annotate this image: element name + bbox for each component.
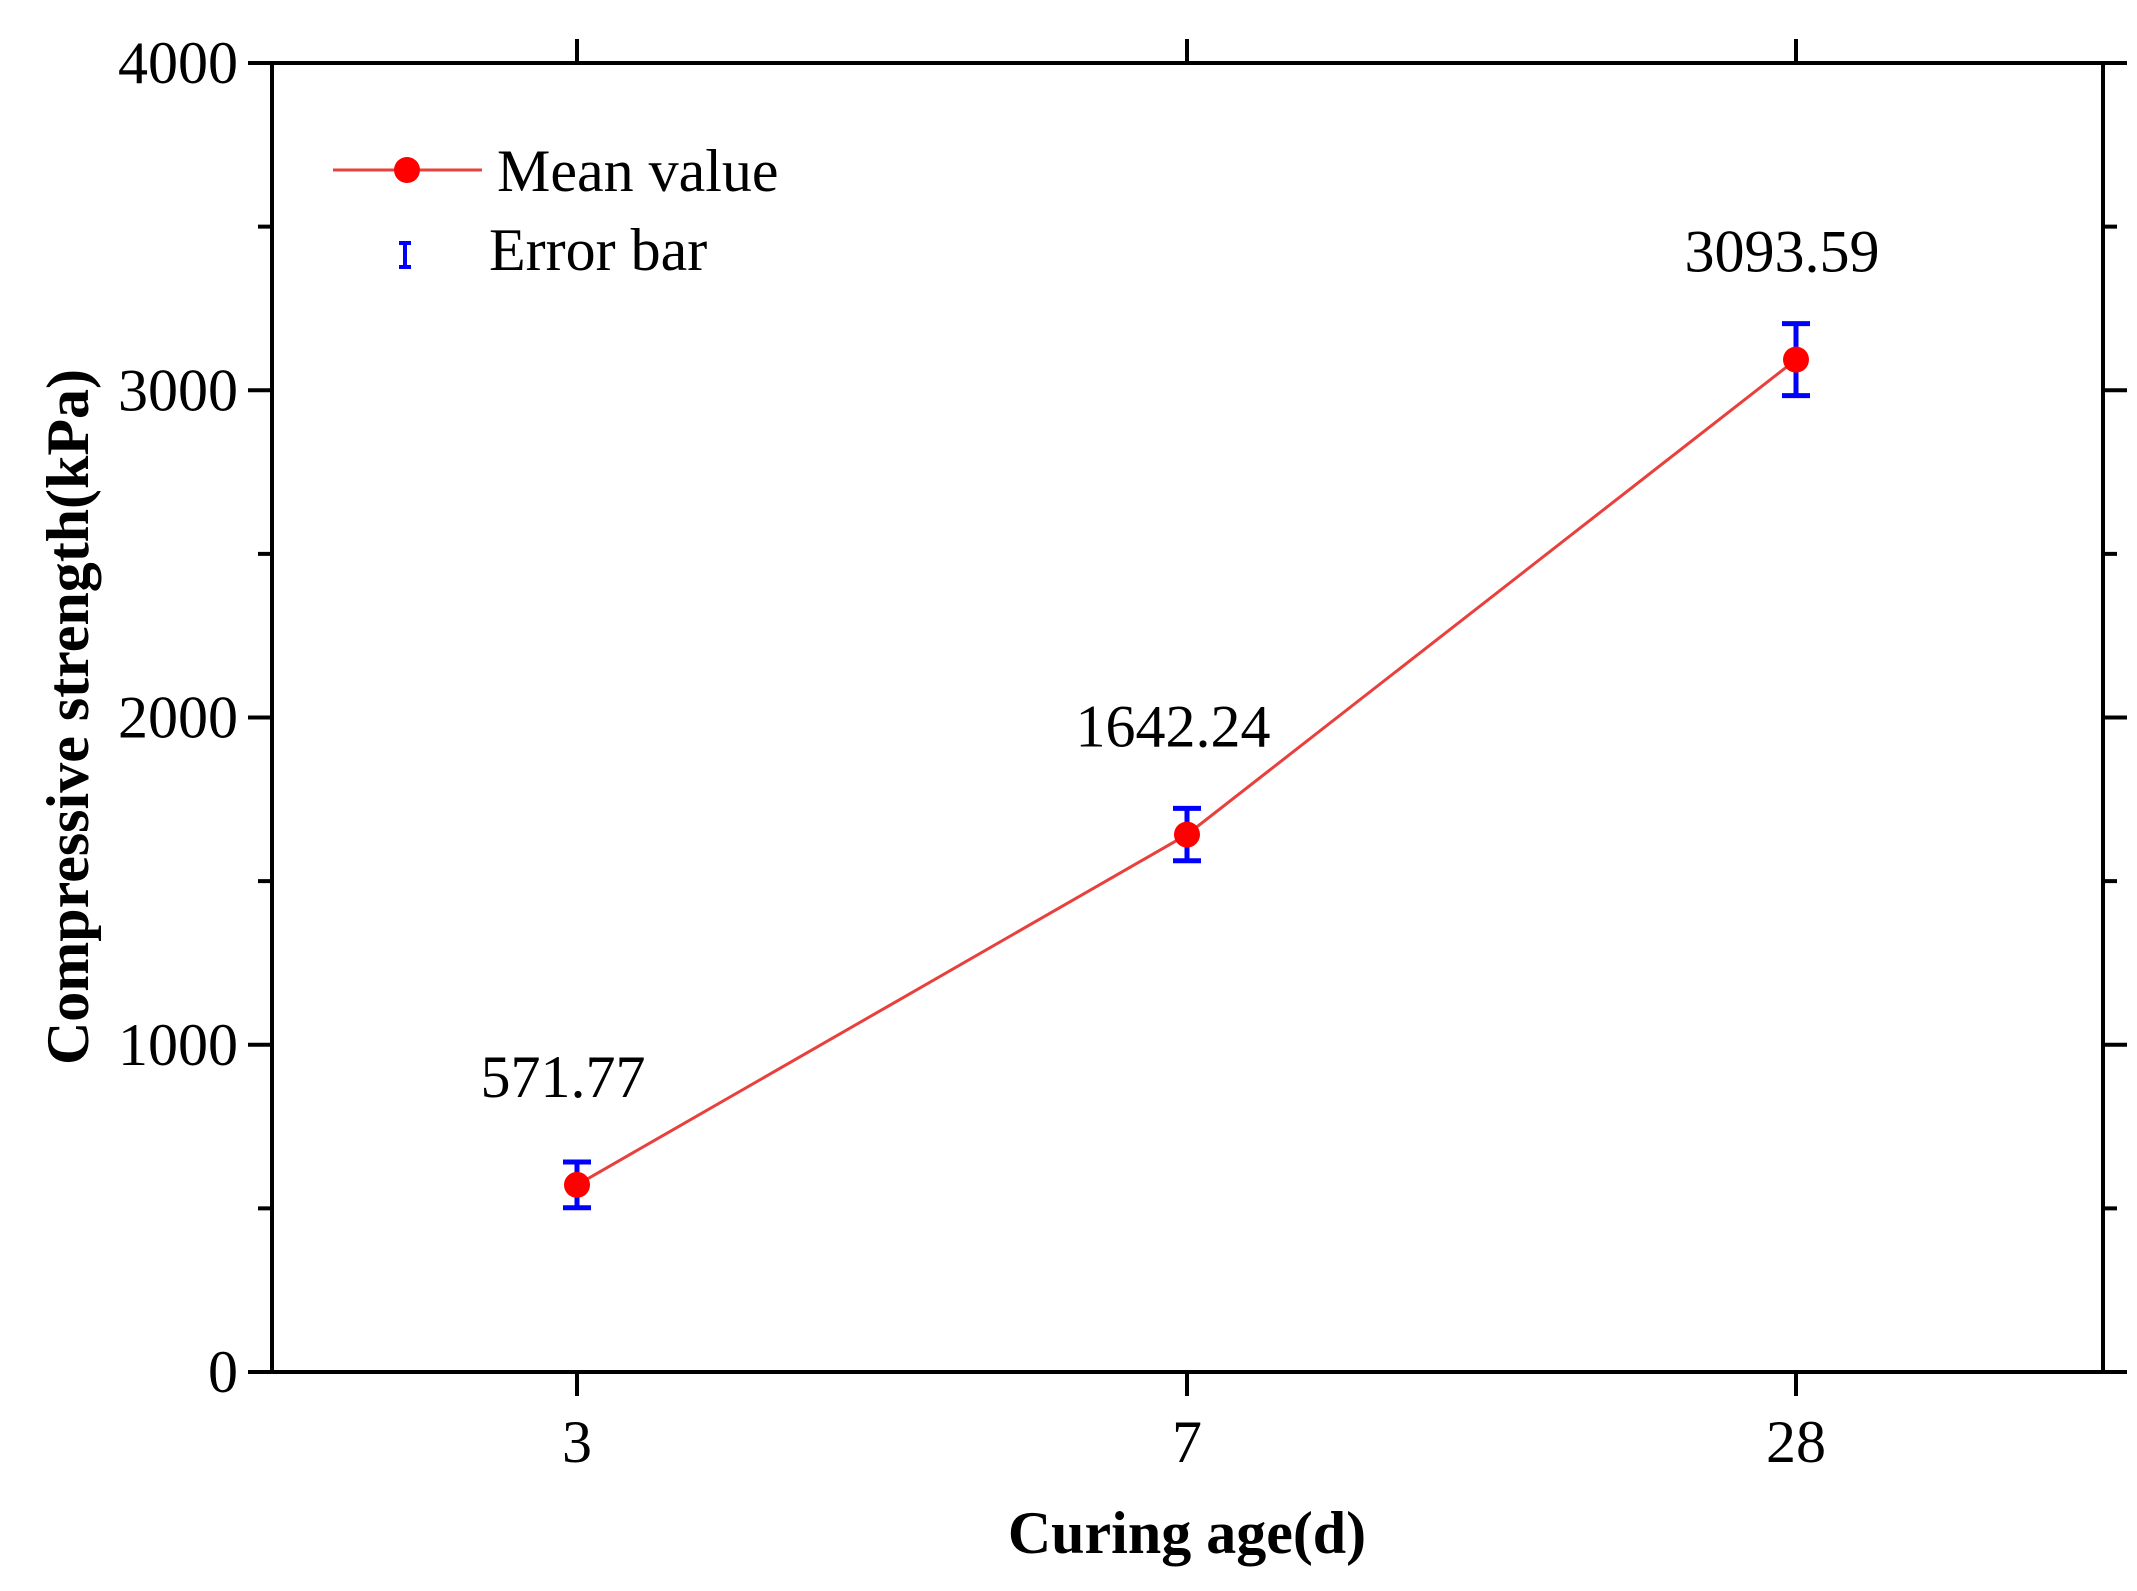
y-tick-label: 4000 xyxy=(118,30,238,96)
data-label: 571.77 xyxy=(481,1044,646,1110)
data-point xyxy=(1783,346,1809,373)
y-tick-label: 3000 xyxy=(118,357,238,423)
x-tick-label: 28 xyxy=(1766,1409,1826,1475)
y-axis-title: Compressive strength(kPa) xyxy=(35,369,101,1065)
data-point xyxy=(564,1171,590,1198)
y-tick-label: 0 xyxy=(208,1339,238,1405)
x-tick-label: 7 xyxy=(1172,1409,1202,1475)
legend-errorbar-icon xyxy=(399,241,411,269)
legend-mean-label: Mean value xyxy=(497,138,779,204)
axis-ticks xyxy=(248,39,2127,1396)
data-point xyxy=(1174,821,1200,848)
legend-errorbar-label: Error bar xyxy=(489,217,707,283)
y-tick-label: 1000 xyxy=(118,1012,238,1078)
data-labels: 571.77 1642.24 3093.59 xyxy=(481,219,1880,1110)
x-tick-labels: 3 7 28 xyxy=(562,1409,1826,1475)
data-label: 1642.24 xyxy=(1076,694,1271,760)
data-points xyxy=(564,346,1809,1198)
series-line-group xyxy=(576,358,1797,1187)
x-axis-title: Curing age(d) xyxy=(1008,1500,1366,1566)
y-tick-label: 2000 xyxy=(118,685,238,751)
x-tick-label: 3 xyxy=(562,1409,592,1475)
legend-marker-icon xyxy=(394,157,420,183)
y-tick-labels: 0 1000 2000 3000 4000 xyxy=(118,30,238,1405)
legend: Mean value Error bar xyxy=(333,138,779,283)
error-bars xyxy=(563,321,1810,1211)
data-label: 3093.59 xyxy=(1685,219,1880,285)
series-line xyxy=(576,358,1797,1187)
